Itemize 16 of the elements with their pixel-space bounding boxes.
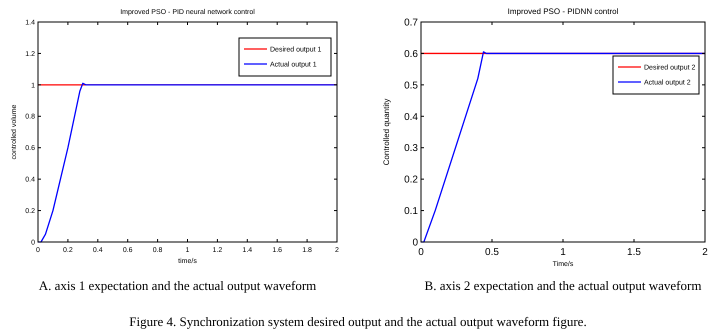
y-tick-label: 0.5 [404, 80, 418, 92]
y-tick-label: 0.7 [404, 18, 418, 28]
y-tick-label: 0.2 [404, 174, 418, 186]
y-axis-title: Controlled quantity [382, 98, 391, 166]
y-tick-label: 0.4 [404, 112, 418, 123]
x-tick-label: 1.5 [627, 247, 642, 258]
chart-title: Improved PSO - PIDNN control [508, 7, 619, 16]
x-tick-label: 2 [702, 247, 708, 258]
y-tick-label: 0.1 [404, 206, 418, 218]
x-tick-label: 1 [560, 247, 566, 258]
y-tick-label: 0.6 [404, 48, 418, 60]
y-tick-label: 0.3 [404, 143, 418, 154]
x-tick-label: 0.5 [485, 247, 500, 258]
caption: Figure 4. Synchronization system desired output and the actual output waveform figure. [129, 314, 587, 329]
text: A. axis 1 expectation and the actual output waveform [38, 278, 316, 293]
text: B. axis 2 expectation and the actual output waveform [424, 278, 702, 293]
